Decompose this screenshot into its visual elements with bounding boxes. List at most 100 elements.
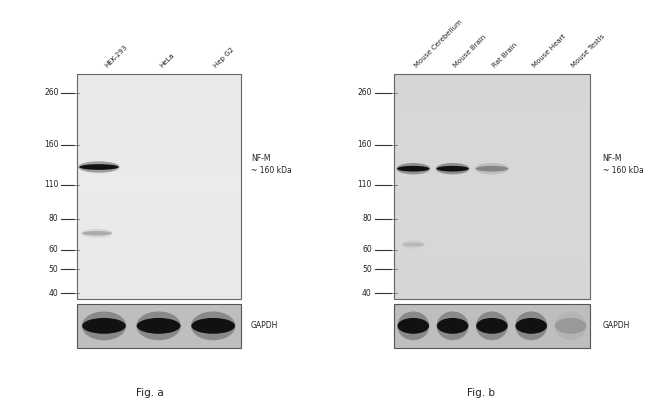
Ellipse shape [555,318,586,334]
Bar [394,186,590,192]
Bar [77,80,240,85]
Bar [394,198,590,203]
Bar [77,220,240,226]
Bar [77,242,240,248]
Bar [394,74,590,299]
Bar [77,265,240,271]
Text: Hep G2: Hep G2 [213,46,236,69]
Bar [77,304,240,348]
Bar [394,209,590,215]
Bar [77,175,240,181]
Bar [394,237,590,242]
Bar [394,113,590,119]
Bar [394,136,590,142]
Ellipse shape [476,312,508,340]
Bar [77,276,240,282]
Text: GAPDH: GAPDH [603,321,630,330]
Text: 110: 110 [358,181,372,189]
Bar [394,102,590,108]
Ellipse shape [397,312,430,340]
Text: 60: 60 [49,245,58,254]
Bar [77,91,240,97]
Bar [394,147,590,153]
Bar [394,164,590,169]
Bar [77,203,240,209]
Text: 260: 260 [358,88,372,98]
Text: 260: 260 [44,88,58,98]
Ellipse shape [136,318,181,334]
Text: HEK-293: HEK-293 [104,44,129,69]
Bar [77,85,240,91]
Text: NF-M
~ 160 kDa: NF-M ~ 160 kDa [603,154,644,175]
Bar [394,85,590,91]
Bar [394,181,590,186]
Text: 80: 80 [49,215,58,223]
Ellipse shape [398,318,429,334]
Ellipse shape [515,318,547,334]
Bar [77,97,240,102]
Bar [77,186,240,192]
Bar [394,265,590,271]
Bar [77,293,240,299]
Bar [394,91,590,97]
Bar [77,113,240,119]
Bar [77,74,240,80]
Ellipse shape [136,312,181,340]
Ellipse shape [437,312,469,340]
Bar [394,276,590,282]
Bar [394,242,590,248]
Bar [77,142,240,147]
Bar [394,175,590,181]
Bar [394,80,590,85]
Bar [77,108,240,113]
Bar [77,288,240,293]
Bar [77,158,240,164]
Ellipse shape [78,161,120,173]
Bar [77,215,240,220]
Bar [394,97,590,102]
Bar [77,209,240,215]
Bar [77,254,240,259]
Bar [77,231,240,237]
Bar [77,169,240,175]
Text: Mouse Brain: Mouse Brain [452,34,488,69]
Ellipse shape [191,318,235,334]
Ellipse shape [82,318,126,334]
Bar [394,124,590,130]
Ellipse shape [81,229,112,238]
Ellipse shape [475,163,509,174]
Ellipse shape [397,166,430,171]
Bar [77,237,240,242]
Ellipse shape [476,166,508,171]
Bar [394,248,590,254]
Text: 110: 110 [44,181,58,189]
Bar [77,147,240,153]
Bar [77,153,240,158]
Bar [77,271,240,276]
Bar [394,288,590,293]
Bar [77,124,240,130]
Ellipse shape [476,318,508,334]
Text: Mouse Testis: Mouse Testis [571,34,606,69]
Bar [77,282,240,288]
Ellipse shape [402,242,424,247]
Text: GAPDH: GAPDH [251,321,278,330]
Bar [77,164,240,169]
Text: 50: 50 [362,265,372,274]
Bar [394,304,590,348]
Text: 40: 40 [49,289,58,298]
Bar [77,259,240,265]
Bar [77,226,240,231]
Ellipse shape [402,240,424,249]
Text: HeLa: HeLa [159,52,176,69]
Bar [77,198,240,203]
Text: Mouse Cerebellum: Mouse Cerebellum [413,19,463,69]
Bar [394,215,590,220]
Bar [77,181,240,186]
Ellipse shape [436,163,469,174]
Bar [77,119,240,124]
Bar [77,192,240,198]
Ellipse shape [515,312,547,340]
Text: 80: 80 [362,215,372,223]
Bar [394,192,590,198]
